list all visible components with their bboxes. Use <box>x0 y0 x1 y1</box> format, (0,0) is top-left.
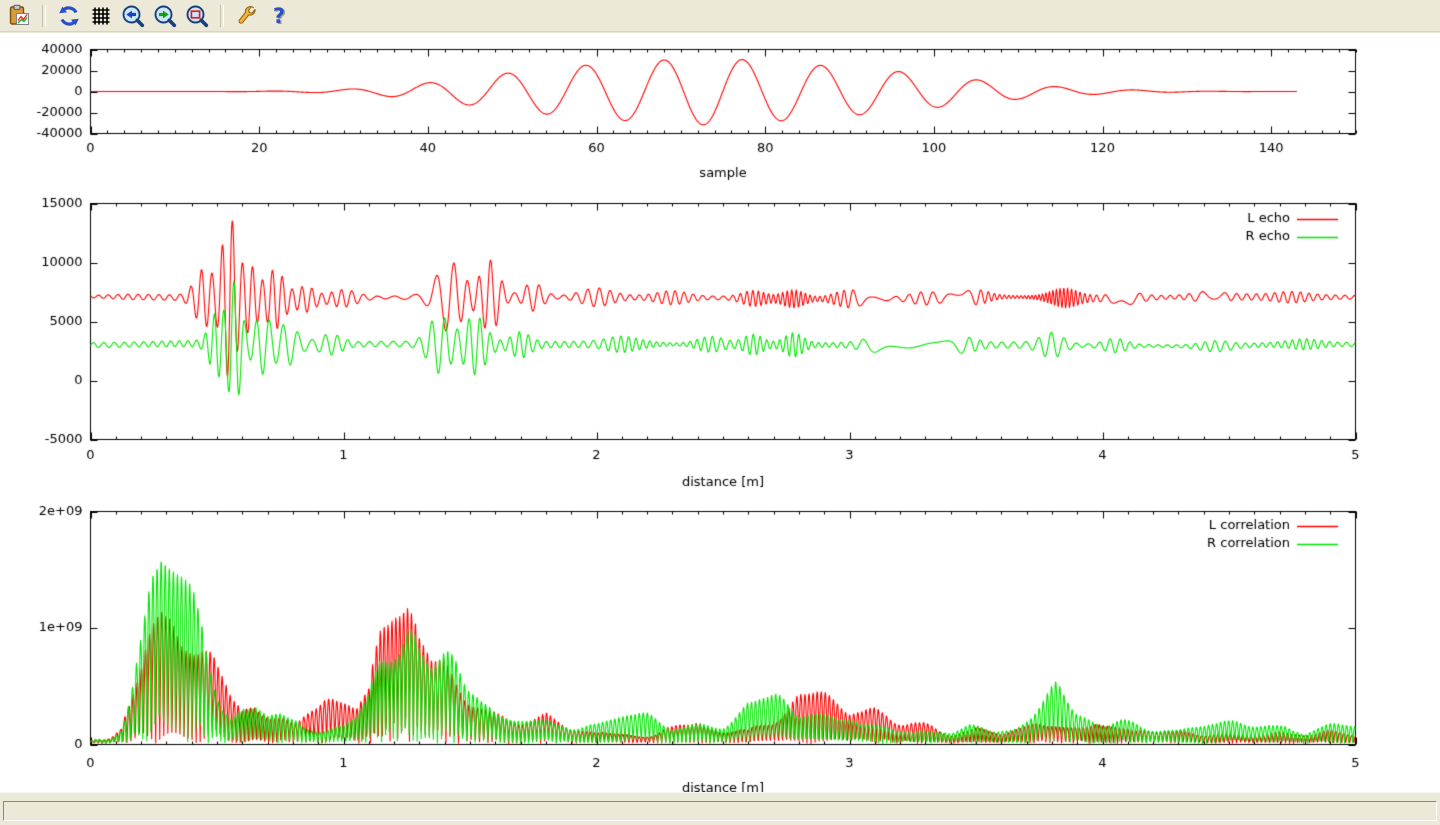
zoom-autoscale-icon <box>185 4 209 28</box>
zoom-next-button[interactable] <box>150 1 180 31</box>
help-button[interactable]: ?? <box>264 1 294 31</box>
plot-surface <box>0 33 1440 793</box>
grid-button[interactable] <box>86 1 116 31</box>
toolbar-separator <box>42 4 46 27</box>
replot-icon <box>57 4 81 28</box>
help-icon: ?? <box>267 4 291 28</box>
configure-icon <box>235 4 259 28</box>
status-field <box>3 801 1437 821</box>
zoom-autoscale-button[interactable] <box>182 1 212 31</box>
toolbar-separator <box>220 4 224 27</box>
svg-text:?: ? <box>274 4 286 27</box>
configure-button[interactable] <box>232 1 262 31</box>
replot-button[interactable] <box>54 1 84 31</box>
zoom-previous-button[interactable] <box>118 1 148 31</box>
status-bar <box>0 792 1440 825</box>
export-clipboard-icon <box>7 4 31 28</box>
svg-text:?: ? <box>273 4 285 28</box>
zoom-next-icon <box>153 4 177 28</box>
zoom-previous-icon <box>121 4 145 28</box>
plots-canvas[interactable] <box>0 33 1440 793</box>
toolbar: ?? <box>0 0 1440 32</box>
grid-icon <box>89 4 113 28</box>
export-clipboard-button[interactable] <box>4 1 34 31</box>
